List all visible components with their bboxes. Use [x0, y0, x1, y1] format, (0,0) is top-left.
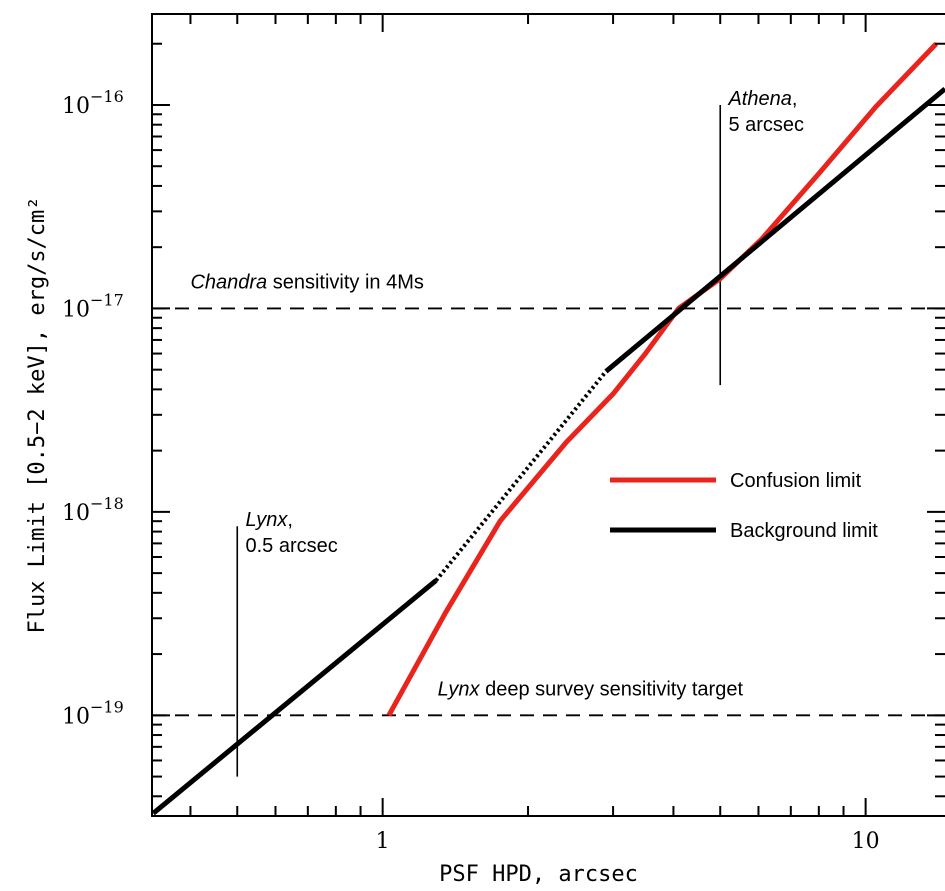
- series-background-limit-dotted-1: [434, 370, 608, 582]
- series-background-limit-solid-2: [604, 86, 945, 374]
- x-axis-title: PSF HPD, arcsec: [439, 862, 638, 887]
- y-tick-label: 10−18: [62, 494, 124, 526]
- tick-labels: 1 10 10−19 10−18 10−17 10−16: [62, 87, 880, 854]
- axis-ticks: [152, 14, 945, 816]
- x-tick-label: 1: [376, 829, 390, 854]
- y-axis-title: Flux Limit [0.5−2 keV], erg/s/cm²: [25, 196, 50, 633]
- legend: Confusion limit Background limit: [610, 470, 878, 542]
- y-tick-label: 10−19: [62, 697, 124, 729]
- y-tick-label: 10−16: [62, 87, 124, 119]
- x-tick-label: 10: [852, 829, 880, 854]
- hline-label-0: Chandra sensitivity in 4Ms: [190, 272, 423, 294]
- vline-label-0-line1: Lynx,: [245, 509, 292, 531]
- vline-label-1-line2: 5 arcsec: [728, 114, 804, 136]
- y-tick-label: 10−17: [62, 290, 124, 322]
- vline-label-1-line1: Athena,: [727, 88, 797, 110]
- legend-label-0: Confusion limit: [730, 470, 862, 492]
- hline-label-1: Lynx deep survey sensitivity target: [438, 679, 744, 701]
- series-confusion-limit: [386, 42, 939, 717]
- legend-label-1: Background limit: [730, 520, 878, 542]
- vline-label-0-line2: 0.5 arcsec: [245, 535, 337, 557]
- annotations: Chandra sensitivity in 4Ms Lynx deep surv…: [190, 88, 804, 701]
- series-background-limit-solid-0: [152, 578, 438, 816]
